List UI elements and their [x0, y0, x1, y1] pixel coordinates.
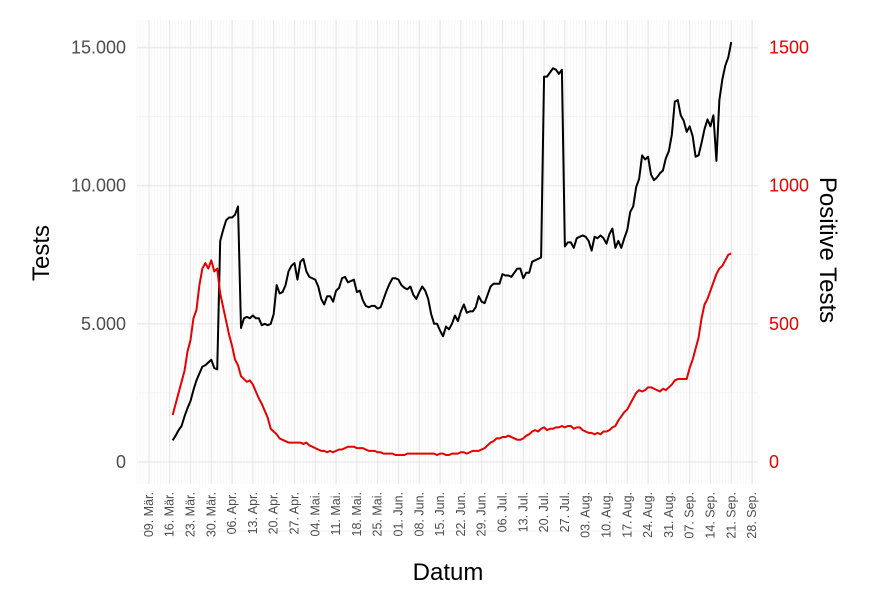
x-tick-label: 04. Mai. [308, 492, 322, 536]
positive-tests-series-line [171, 252, 732, 456]
tests-series-line [171, 41, 733, 441]
x-tick-label: 01. Jun. [391, 492, 405, 536]
x-tick-label: 10. Aug. [599, 492, 613, 538]
x-tick-label: 06. Apr. [225, 492, 239, 534]
x-tick-label: 27. Apr. [287, 492, 301, 534]
x-tick-label: 07. Sep. [683, 492, 697, 539]
x-tick-label: 08. Jun. [412, 492, 426, 536]
x-tick-label: 18. Mai. [350, 492, 364, 536]
major-gridlines [137, 20, 758, 484]
y2-tick-label: 1000 [769, 176, 809, 196]
x-tick-label: 20. Jul. [537, 492, 551, 532]
x-tick-label: 11. Mai. [329, 492, 343, 536]
x-tick-label: 14. Sep. [703, 492, 717, 539]
y-tick-label: 0 [116, 452, 126, 472]
y2-axis-title: Positive Tests [814, 177, 841, 323]
x-tick-label: 20. Apr. [267, 492, 281, 534]
x-tick-label: 29. Jun. [475, 492, 489, 536]
y2-tick-label: 500 [769, 314, 799, 334]
x-tick-label: 22. Jun. [454, 492, 468, 536]
x-tick-label: 24. Aug. [641, 492, 655, 538]
x-tick-label: 13. Apr. [246, 492, 260, 534]
x-tick-label: 13. Jul. [516, 492, 530, 532]
x-tick-label: 15. Jun. [433, 492, 447, 536]
y-axis-title: Tests [28, 225, 55, 281]
x-tick-label: 21. Sep. [724, 492, 738, 539]
x-axis-title: Datum [413, 559, 484, 586]
x-tick-label: 31. Aug. [662, 492, 676, 538]
x-tick-label: 03. Aug. [579, 492, 593, 538]
x-tick-label: 09. Mär. [142, 492, 156, 537]
y2-tick-label: 0 [769, 452, 779, 472]
y2-tick-label: 1500 [769, 38, 809, 58]
x-tick-label: 23. Mär. [183, 492, 197, 537]
left-axis-ticks: 0 5.000 10.000 15.000 [71, 38, 126, 472]
x-tick-label: 17. Aug. [620, 492, 634, 538]
x-axis-ticks: 09. Mär. 16. Mär. 23. Mär. 30. Mär. 06. Apr.… [142, 492, 759, 539]
y-tick-label: 15.000 [71, 38, 126, 58]
right-axis-ticks: 0 500 1000 1500 [769, 38, 809, 472]
y-tick-label: 10.000 [71, 176, 126, 196]
x-tick-label: 25. Mai. [371, 492, 385, 536]
y-tick-label: 5.000 [81, 314, 126, 334]
x-tick-label: 16. Mär. [163, 492, 177, 537]
x-tick-label: 06. Jul. [495, 492, 509, 532]
x-tick-label: 28. Sep. [745, 492, 759, 539]
series-layer [171, 41, 733, 456]
x-tick-label: 30. Mär. [204, 492, 218, 537]
x-tick-label: 27. Jul. [558, 492, 572, 532]
